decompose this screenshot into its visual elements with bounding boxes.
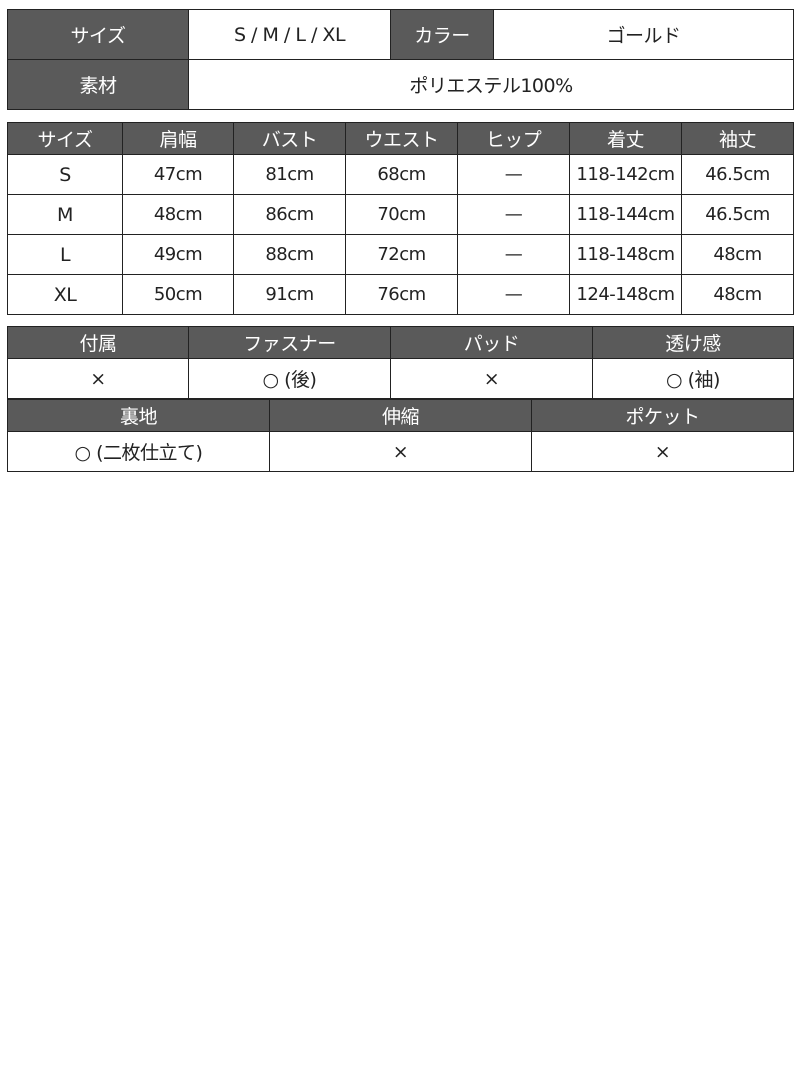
table-cell: XL [7, 274, 123, 315]
table-cell: 46.5cm [681, 194, 794, 235]
column-header: ウエスト [345, 122, 458, 155]
pocket-label: ポケット [531, 399, 794, 432]
pad-value: × [390, 358, 593, 399]
table-cell: — [457, 274, 570, 315]
table-cell: 118-144cm [569, 194, 682, 235]
column-header: ヒップ [457, 122, 570, 155]
size-value: S / M / L / XL [188, 9, 391, 60]
table-cell: 48cm [681, 234, 794, 275]
table-cell: 91cm [233, 274, 346, 315]
size-table-header: サイズ 肩幅 バスト ウエスト ヒップ 着丈 袖丈 [7, 122, 794, 155]
table-cell: 47cm [122, 154, 234, 195]
sheerness-label: 透け感 [592, 326, 794, 359]
stretch-value: × [269, 431, 532, 472]
summary-table: サイズ S / M / L / XL カラー ゴールド 素材 ポリエステル100… [7, 9, 794, 110]
column-header: バスト [233, 122, 346, 155]
zipper-value: ○ (後) [188, 358, 391, 399]
summary-row: サイズ S / M / L / XL カラー ゴールド [7, 9, 794, 60]
details-row: ○ (二枚仕立て) × × [7, 431, 794, 472]
details-header: 裏地 伸縮 ポケット [7, 399, 794, 432]
table-cell: 88cm [233, 234, 346, 275]
details-header: 付属 ファスナー パッド 透け感 [7, 326, 794, 359]
table-cell: 46.5cm [681, 154, 794, 195]
table-cell: — [457, 234, 570, 275]
sheerness-value: ○ (袖) [592, 358, 794, 399]
material-value: ポリエステル100% [188, 59, 794, 110]
table-row: L 49cm 88cm 72cm — 118-148cm 48cm [7, 234, 794, 275]
details-table-2: 裏地 伸縮 ポケット ○ (二枚仕立て) × × [7, 399, 794, 472]
table-row: M 48cm 86cm 70cm — 118-144cm 46.5cm [7, 194, 794, 235]
accessories-label: 付属 [7, 326, 189, 359]
table-cell: 70cm [345, 194, 458, 235]
size-table: サイズ 肩幅 バスト ウエスト ヒップ 着丈 袖丈 S 47cm 81cm 68… [7, 122, 794, 315]
pocket-value: × [531, 431, 794, 472]
column-header: サイズ [7, 122, 123, 155]
lining-label: 裏地 [7, 399, 270, 432]
table-cell: 49cm [122, 234, 234, 275]
pad-label: パッド [390, 326, 593, 359]
details-table-1: 付属 ファスナー パッド 透け感 × ○ (後) × ○ (袖) [7, 326, 794, 399]
column-header: 着丈 [569, 122, 682, 155]
zipper-label: ファスナー [188, 326, 391, 359]
table-cell: 76cm [345, 274, 458, 315]
table-cell: 124-148cm [569, 274, 682, 315]
table-cell: 68cm [345, 154, 458, 195]
table-row: XL 50cm 91cm 76cm — 124-148cm 48cm [7, 274, 794, 315]
table-cell: 86cm [233, 194, 346, 235]
lining-value: ○ (二枚仕立て) [7, 431, 270, 472]
accessories-value: × [7, 358, 189, 399]
stretch-label: 伸縮 [269, 399, 532, 432]
table-cell: 72cm [345, 234, 458, 275]
summary-row: 素材 ポリエステル100% [7, 59, 794, 110]
table-cell: 50cm [122, 274, 234, 315]
table-cell: L [7, 234, 123, 275]
table-cell: 118-142cm [569, 154, 682, 195]
table-cell: — [457, 194, 570, 235]
material-label: 素材 [7, 59, 189, 110]
size-label: サイズ [7, 9, 189, 60]
column-header: 袖丈 [681, 122, 794, 155]
color-value: ゴールド [493, 9, 794, 60]
column-header: 肩幅 [122, 122, 234, 155]
table-cell: 118-148cm [569, 234, 682, 275]
details-row: × ○ (後) × ○ (袖) [7, 358, 794, 399]
table-cell: 48cm [122, 194, 234, 235]
table-cell: — [457, 154, 570, 195]
table-cell: M [7, 194, 123, 235]
table-cell: 81cm [233, 154, 346, 195]
table-cell: S [7, 154, 123, 195]
table-row: S 47cm 81cm 68cm — 118-142cm 46.5cm [7, 154, 794, 195]
color-label: カラー [390, 9, 494, 60]
table-cell: 48cm [681, 274, 794, 315]
